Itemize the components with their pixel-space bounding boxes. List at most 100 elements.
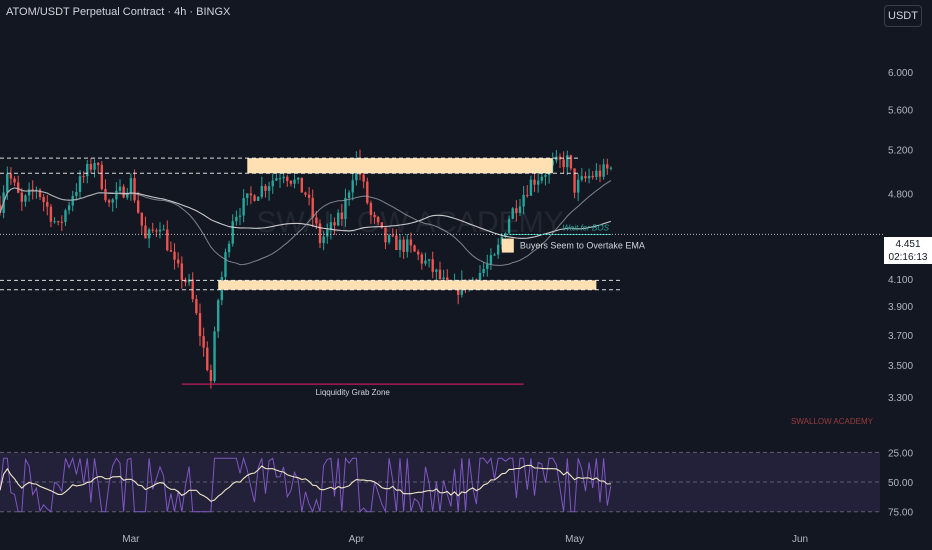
candle-body — [362, 174, 365, 182]
candle-body — [471, 279, 474, 281]
candle-body — [187, 279, 191, 283]
candle-body — [264, 185, 267, 191]
candle-body — [253, 195, 256, 201]
candle-body — [522, 194, 525, 207]
candle-body — [111, 199, 114, 203]
chart-title: ATOM/USDT Perpetual Contract · 4h · BING… — [6, 6, 231, 18]
candle-body — [609, 167, 613, 169]
price-tick-label: 3.300 — [888, 393, 913, 404]
candle-body — [576, 179, 580, 193]
candle-body — [580, 176, 584, 180]
candle-body — [435, 269, 438, 272]
candle-body — [202, 336, 205, 348]
candle-body — [391, 235, 394, 237]
candle-body — [395, 235, 398, 251]
candle-body — [300, 177, 304, 193]
candle-body — [184, 279, 187, 283]
candle-body — [6, 173, 9, 193]
current-price-value: 4.451 — [895, 239, 921, 250]
candle-body — [107, 200, 111, 203]
candle-body — [515, 208, 518, 213]
candle-body — [169, 250, 173, 252]
candle-body — [104, 188, 107, 201]
candle-body — [140, 212, 144, 226]
candle-body — [344, 197, 347, 219]
candle-body — [16, 182, 20, 193]
candle-body — [496, 244, 500, 255]
candle-body — [173, 251, 176, 260]
candle-body — [366, 181, 369, 203]
candle-body — [322, 236, 325, 244]
supply-demand-zone — [247, 158, 553, 174]
rsi-line — [0, 456, 612, 514]
candle-body — [144, 225, 147, 239]
candle-body — [126, 193, 129, 198]
candle-body — [376, 217, 380, 223]
ema-line — [0, 180, 612, 266]
candle-body — [49, 206, 53, 222]
candle-body — [158, 229, 162, 232]
candle-body — [162, 229, 165, 231]
candle-body — [606, 164, 609, 169]
candle-body — [67, 205, 71, 211]
price-tick-label: 3.700 — [888, 331, 913, 342]
candle-body — [544, 175, 547, 177]
candle-body — [420, 254, 424, 264]
note-marker — [501, 238, 514, 253]
candle-body — [122, 186, 125, 198]
candle-body — [318, 223, 322, 244]
candle-body — [424, 260, 427, 264]
candle-body — [0, 204, 2, 213]
candle-body — [231, 221, 234, 244]
candle-body — [402, 239, 405, 252]
price-tick-label: 6.000 — [888, 68, 913, 79]
candle-body — [209, 370, 213, 381]
candle-body — [336, 212, 340, 226]
candle-body — [271, 180, 274, 187]
candle-body — [566, 155, 569, 168]
price-tick-label: 3.900 — [888, 302, 913, 313]
candle-body — [206, 347, 209, 371]
time-axis-label: May — [565, 534, 584, 545]
candle-body — [315, 217, 318, 224]
candle-body — [529, 179, 533, 196]
candle-body — [427, 259, 431, 261]
candle-body — [533, 179, 536, 185]
candle-body — [511, 208, 514, 219]
candle-body — [147, 229, 151, 239]
candle-body — [595, 170, 598, 178]
candle-body — [307, 194, 311, 198]
watermark-corner: SWALLOW ACADEMY — [791, 417, 874, 426]
candle-body — [180, 263, 184, 280]
supply-demand-zone — [218, 280, 597, 290]
candle-body — [71, 196, 74, 206]
note-label: Buyers Seem to Overtake EMA — [520, 241, 645, 251]
candle-body — [333, 222, 336, 226]
candle-body — [438, 269, 442, 280]
candle-body — [329, 222, 333, 230]
candle-body — [136, 200, 140, 213]
candle-body — [431, 259, 434, 272]
candle-body — [82, 176, 85, 178]
candle-body — [482, 268, 485, 273]
liquidity-label: Liqquidity Grab Zone — [316, 388, 391, 397]
candle-body — [351, 180, 354, 193]
candle-body — [75, 192, 78, 197]
candle-body — [13, 178, 16, 183]
bos-label: Wait for BOS — [562, 223, 609, 232]
candle-body — [573, 168, 576, 193]
candle-body — [504, 233, 507, 237]
candle-body — [42, 196, 45, 203]
candle-body — [293, 179, 296, 184]
rsi-tick-label: 25.00 — [888, 448, 913, 459]
candle-body — [246, 193, 249, 198]
candle-body — [53, 221, 56, 223]
currency-button[interactable]: USDT — [884, 5, 922, 27]
candle-body — [486, 264, 489, 269]
candle-body — [9, 173, 13, 179]
candle-body — [493, 254, 496, 256]
candle-body — [369, 202, 373, 215]
candle-body — [155, 230, 158, 232]
candle-body — [216, 300, 220, 332]
